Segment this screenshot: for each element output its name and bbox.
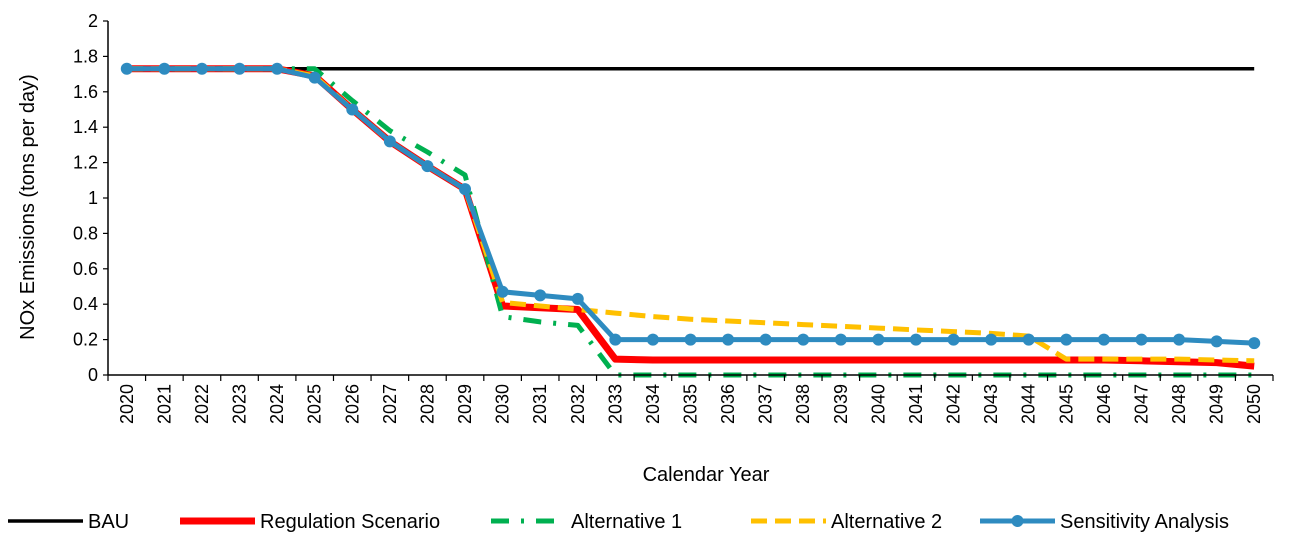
legend-label-0: BAU (88, 511, 129, 533)
series-point (985, 333, 998, 346)
x-tick-label: 2034 (643, 384, 663, 424)
x-tick-label: 2049 (1207, 384, 1227, 424)
x-tick-label: 2046 (1094, 384, 1114, 424)
x-tick-label: 2035 (681, 384, 701, 424)
series-point (271, 62, 284, 75)
x-tick-label: 2040 (868, 384, 888, 424)
series-point (1022, 333, 1035, 346)
y-axis-title: NOx Emissions (tons per day) (17, 74, 39, 340)
x-tick-label: 2045 (1056, 384, 1076, 424)
series-point (1097, 333, 1110, 346)
series-point (195, 62, 208, 75)
series-point (158, 62, 171, 75)
series-point (684, 333, 697, 346)
y-tick-label: 0.8 (73, 223, 98, 243)
legend-label-2: Alternative 1 (571, 511, 682, 533)
y-tick-label: 1.6 (73, 82, 98, 102)
x-tick-label: 2043 (981, 384, 1001, 424)
series-point (534, 289, 547, 302)
series-point (421, 160, 434, 173)
series-point (722, 333, 735, 346)
y-tick-label: 0.2 (73, 330, 98, 350)
series-point (120, 62, 133, 75)
series-line-2 (126, 66, 1255, 378)
series-point (1210, 335, 1223, 348)
axes (107, 21, 1273, 376)
series-point (759, 333, 772, 346)
series-point (571, 292, 584, 305)
series-layer (120, 62, 1261, 378)
series-point (383, 135, 396, 148)
x-tick-label: 2022 (192, 384, 212, 424)
y-tick-label: 1.4 (73, 117, 98, 137)
series-point (872, 333, 885, 346)
x-tick-label: 2032 (568, 384, 588, 424)
x-tick-label: 2027 (380, 384, 400, 424)
series-point (308, 71, 321, 84)
series-point (609, 333, 622, 346)
series-point (459, 183, 472, 196)
legend-marker (1011, 515, 1024, 527)
x-tick-label: 2048 (1169, 384, 1189, 424)
x-tick-label: 2021 (154, 384, 174, 424)
x-tick-label: 2030 (493, 384, 513, 424)
x-tick-label: 2031 (530, 384, 550, 424)
y-tick-label: 0.6 (73, 259, 98, 279)
series-point (834, 333, 847, 346)
x-axis-title: Calendar Year (643, 464, 770, 486)
x-tick-label: 2039 (831, 384, 851, 424)
x-tick-label: 2025 (305, 384, 325, 424)
series-point (1135, 333, 1148, 346)
series-point (1173, 333, 1186, 346)
x-tick-label: 2036 (718, 384, 738, 424)
y-tick-label: 1.2 (73, 153, 98, 173)
legend-label-3: Alternative 2 (831, 511, 942, 533)
legend: BAU Regulation Scenario Alternative 1 Alter… (8, 511, 1229, 533)
series-line-4 (126, 66, 1255, 346)
y-tick-label: 1.8 (73, 46, 98, 66)
x-tick-label: 2041 (906, 384, 926, 424)
y-axis-ticks: 0 0.2 0.4 0.6 0.8 1 1.2 1.4 1.6 1.8 2 (73, 11, 108, 385)
x-tick-label: 2042 (944, 384, 964, 424)
series-point (496, 285, 509, 298)
y-tick-label: 0 (88, 365, 98, 385)
x-tick-label: 2029 (455, 384, 475, 424)
x-tick-label: 2033 (605, 384, 625, 424)
series-point (797, 333, 810, 346)
legend-label-4: Sensitivity Analysis (1060, 511, 1229, 533)
y-tick-label: 0.4 (73, 294, 98, 314)
x-tick-label: 2050 (1244, 384, 1264, 424)
series-line-3 (126, 66, 1255, 364)
x-axis-ticks: 2020 2021 2022 2023 2024 2025 2026 2027 2028 2029… (107, 375, 1274, 424)
series-point (1248, 337, 1261, 350)
x-tick-label: 2047 (1131, 384, 1151, 424)
legend-label-1: Regulation Scenario (260, 511, 440, 533)
y-tick-label: 2 (88, 11, 98, 31)
x-tick-label: 2026 (342, 384, 362, 424)
x-tick-label: 2024 (267, 384, 287, 424)
series-point (909, 333, 922, 346)
x-tick-label: 2037 (756, 384, 776, 424)
x-tick-label: 2028 (417, 384, 437, 424)
series-point (1060, 333, 1073, 346)
y-tick-label: 1 (88, 188, 98, 208)
x-tick-label: 2044 (1019, 384, 1039, 424)
series-point (646, 333, 659, 346)
series-point (947, 333, 960, 346)
x-tick-label: 2038 (793, 384, 813, 424)
series-point (346, 103, 359, 116)
x-tick-label: 2023 (230, 384, 250, 424)
series-point (233, 62, 246, 75)
x-tick-label: 2020 (117, 384, 137, 424)
